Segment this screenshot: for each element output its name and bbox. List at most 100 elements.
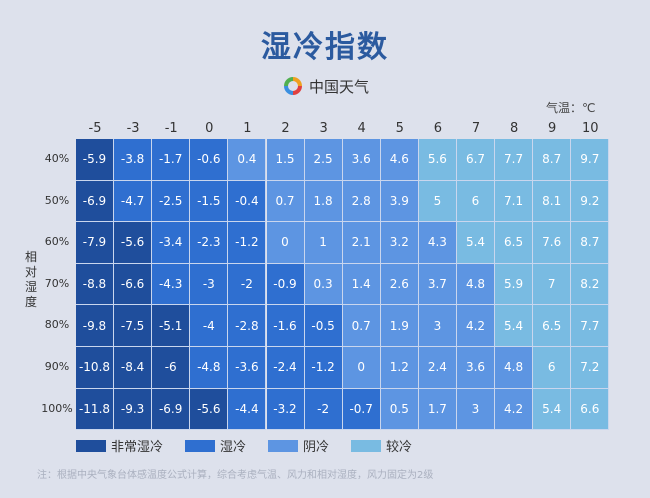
heatmap-cell: -1.5 [190, 180, 229, 223]
heatmap-cell: -1.2 [228, 222, 267, 264]
heatmap-cell: 5.4 [495, 305, 534, 347]
heatmap-cell: 3.2 [380, 222, 419, 264]
heatmap-cell: 2.1 [342, 222, 381, 264]
heatmap-cell: 9.7 [571, 139, 610, 181]
legend-item: 湿冷 [185, 436, 246, 455]
x-axis-label: 气温：℃ [546, 101, 596, 115]
footnote: 注：根据中央气象台体感温度公式计算，综合考虑气温、风力和相对湿度，风力固定为2级 [37, 470, 434, 481]
heatmap-cell: -6.9 [152, 388, 191, 431]
heatmap-cell: 4.2 [495, 388, 534, 431]
y-axis-label: 相对湿度 [25, 250, 38, 309]
heatmap-cell: 3 [418, 305, 457, 347]
x-tick-label: 0 [205, 121, 214, 136]
logo: 中国天气 [282, 75, 369, 97]
x-tick-label: 9 [548, 121, 557, 136]
heatmap-cell: -4.4 [228, 388, 267, 431]
heatmap-cell: 7.1 [495, 180, 534, 223]
heatmap-cell: -1.2 [304, 347, 343, 389]
x-tick-label: 2 [281, 121, 290, 136]
legend-label: 非常湿冷 [111, 440, 164, 455]
heatmap-cell: 1.7 [418, 388, 457, 431]
heatmap-cell: 1.9 [380, 305, 419, 347]
heatmap-cell: 8.7 [571, 222, 610, 264]
heatmap-cell: 0.7 [342, 305, 381, 347]
heatmap-cell: 3.9 [380, 180, 419, 223]
heatmap-cell: 5.9 [495, 263, 534, 306]
heatmap-cell: -6.6 [114, 263, 153, 306]
heatmap-cell: 8.2 [571, 263, 610, 306]
heatmap-cell: -5.6 [114, 222, 153, 264]
logo-text: 中国天气 [309, 77, 370, 96]
heatmap-cell: 6 [457, 180, 495, 223]
heatmap-cell: 0.7 [266, 180, 305, 223]
heatmap-cell: 2.4 [418, 347, 457, 389]
heatmap-cell: 5.4 [533, 388, 572, 431]
heatmap-cell: -7.5 [114, 305, 153, 347]
heatmap-cell: -0.7 [342, 388, 381, 431]
x-tick-label: 8 [509, 121, 519, 136]
heatmap-cell: -2.3 [190, 222, 229, 264]
heatmap-cell: -4.7 [114, 180, 153, 223]
page-title: 湿冷指数 [261, 30, 389, 65]
heatmap-cell: 0 [266, 222, 305, 264]
heatmap-cell: -9.8 [76, 305, 114, 347]
legend: 非常湿冷 湿冷 阴冷 较冷 [76, 436, 434, 455]
heatmap-cell: 1.2 [380, 347, 419, 389]
heatmap-cell: 3.6 [342, 139, 381, 181]
heatmap-cell: -0.9 [266, 263, 305, 306]
heatmap-cell: 7.6 [533, 222, 572, 264]
heatmap-cell: -1.7 [152, 139, 191, 181]
heatmap-cell: -7.9 [76, 222, 114, 264]
x-tick-label: 6 [433, 121, 443, 136]
heatmap-cell: -8.4 [114, 347, 153, 389]
heatmap-cell: 1.4 [342, 263, 381, 306]
logo-swirl-icon [284, 77, 302, 95]
heatmap-cell: 3.7 [418, 263, 457, 306]
heatmap-cell: 1.5 [266, 139, 305, 181]
heatmap-cell: 1 [304, 222, 343, 264]
y-tick-label: 40% [44, 152, 70, 165]
legend-swatch [76, 439, 106, 452]
heatmap-cell: 0.5 [380, 388, 419, 431]
heatmap-cell: 7.2 [571, 347, 610, 389]
heatmap-cell: -4.8 [190, 347, 229, 389]
heatmap-cell: -4.3 [152, 263, 191, 306]
legend-label: 阴冷 [303, 440, 330, 455]
heatmap-cell: 5 [418, 180, 457, 223]
heatmap-cell: 7.7 [495, 139, 534, 181]
heatmap-cell: -3.6 [228, 347, 267, 389]
heatmap-cell: 3 [457, 388, 495, 431]
heatmap-cell: 4.8 [495, 347, 534, 389]
heatmap-cell: 2.6 [380, 263, 419, 306]
x-tick-label: 1 [243, 121, 252, 136]
y-tick-label: 50% [44, 193, 70, 207]
y-tick-label: 60% [44, 235, 70, 249]
heatmap-cell: -2.5 [152, 180, 191, 223]
heatmap-cell: 1.8 [304, 180, 343, 223]
legend-label: 湿冷 [220, 440, 247, 455]
heatmap-cell: -10.8 [76, 347, 114, 389]
heatmap-cell: 0 [342, 347, 381, 389]
legend-item: 非常湿冷 [76, 436, 163, 455]
y-tick-label: 90% [44, 360, 70, 373]
heatmap-cell: -6.9 [76, 180, 114, 223]
heatmap-cell: -2 [304, 388, 343, 431]
heatmap-cell: -2.8 [228, 305, 267, 347]
legend-swatch [185, 439, 216, 452]
legend-label: 较冷 [386, 440, 413, 455]
y-tick-label: 80% [44, 318, 70, 332]
heatmap-cell: 0.3 [304, 263, 343, 306]
x-tick-label: -3 [126, 121, 140, 136]
heatmap-cell: -5.1 [152, 305, 191, 347]
heatmap-cell: -3.8 [114, 139, 153, 181]
heatmap-cell: -0.6 [190, 139, 229, 181]
heatmap-cell: -3 [190, 263, 229, 306]
heatmap-cell: 9.2 [571, 180, 610, 223]
heatmap-cell: 5.6 [418, 139, 457, 181]
heatmap-cell: 0.4 [228, 139, 267, 181]
y-tick-label: 100% [41, 401, 73, 415]
x-tick-label: 7 [471, 121, 481, 136]
legend-swatch [351, 439, 382, 452]
heatmap-cell: -3.2 [266, 388, 305, 431]
heatmap-cell: -1.6 [266, 305, 305, 347]
